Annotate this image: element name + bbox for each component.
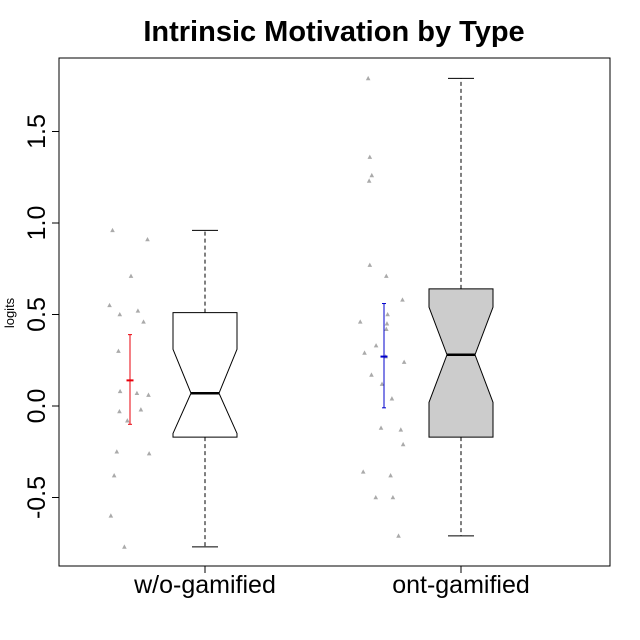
data-point (360, 469, 366, 474)
x-axis: w/o-gamified ont-gamified (133, 566, 530, 599)
data-point (378, 425, 384, 430)
data-point (117, 312, 123, 317)
data-point (145, 236, 150, 242)
data-point (385, 312, 390, 317)
data-point (373, 495, 379, 500)
data-point (146, 451, 152, 456)
data-point (116, 348, 121, 353)
y-tick-label: 1.5 (23, 114, 51, 149)
box-layer (172, 77, 494, 548)
chart-title: Intrinsic Motivation by Type (143, 16, 524, 48)
data-point (138, 407, 144, 412)
data-point (384, 326, 389, 331)
data-point (398, 427, 404, 432)
y-axis-label: logits (2, 297, 17, 328)
data-point (107, 302, 112, 308)
data-point (122, 544, 127, 549)
data-point (369, 172, 375, 178)
y-tick-label: 0.5 (23, 297, 51, 332)
data-point (114, 449, 120, 454)
data-point (369, 372, 374, 377)
data-point (117, 388, 123, 394)
data-point (390, 495, 396, 500)
data-point (400, 441, 406, 447)
error-bar-layer (126, 303, 388, 425)
data-point (379, 381, 385, 386)
points-layer (107, 75, 407, 549)
data-point (117, 408, 122, 414)
data-point (111, 473, 117, 478)
data-point (367, 154, 373, 159)
data-point (108, 513, 114, 518)
data-point (396, 533, 401, 538)
data-point (128, 273, 134, 278)
data-point (125, 418, 130, 423)
plot-frame (58, 57, 611, 567)
data-point (366, 178, 372, 183)
data-point (141, 319, 146, 324)
data-point (367, 262, 373, 267)
x-tick-label: w/o-gamified (133, 571, 276, 599)
data-point (365, 75, 371, 81)
data-point (384, 273, 389, 278)
y-tick-label: -0.5 (23, 476, 51, 519)
data-point (400, 297, 405, 302)
x-tick-label: ont-gamified (392, 571, 530, 599)
data-point (357, 319, 363, 324)
data-point (135, 308, 141, 313)
box (172, 312, 238, 438)
box (428, 288, 494, 438)
y-axis: -0.5 0.0 0.5 1.0 1.5 (23, 114, 60, 519)
data-point (373, 343, 379, 348)
data-point (384, 321, 390, 326)
data-point (134, 390, 140, 395)
data-point (388, 473, 393, 478)
data-point (389, 396, 395, 401)
data-point (110, 227, 115, 233)
data-point (362, 350, 367, 355)
data-point (401, 359, 407, 364)
data-point (146, 392, 151, 397)
y-tick-label: 0.0 (23, 389, 51, 424)
y-tick-label: 1.0 (23, 206, 51, 241)
